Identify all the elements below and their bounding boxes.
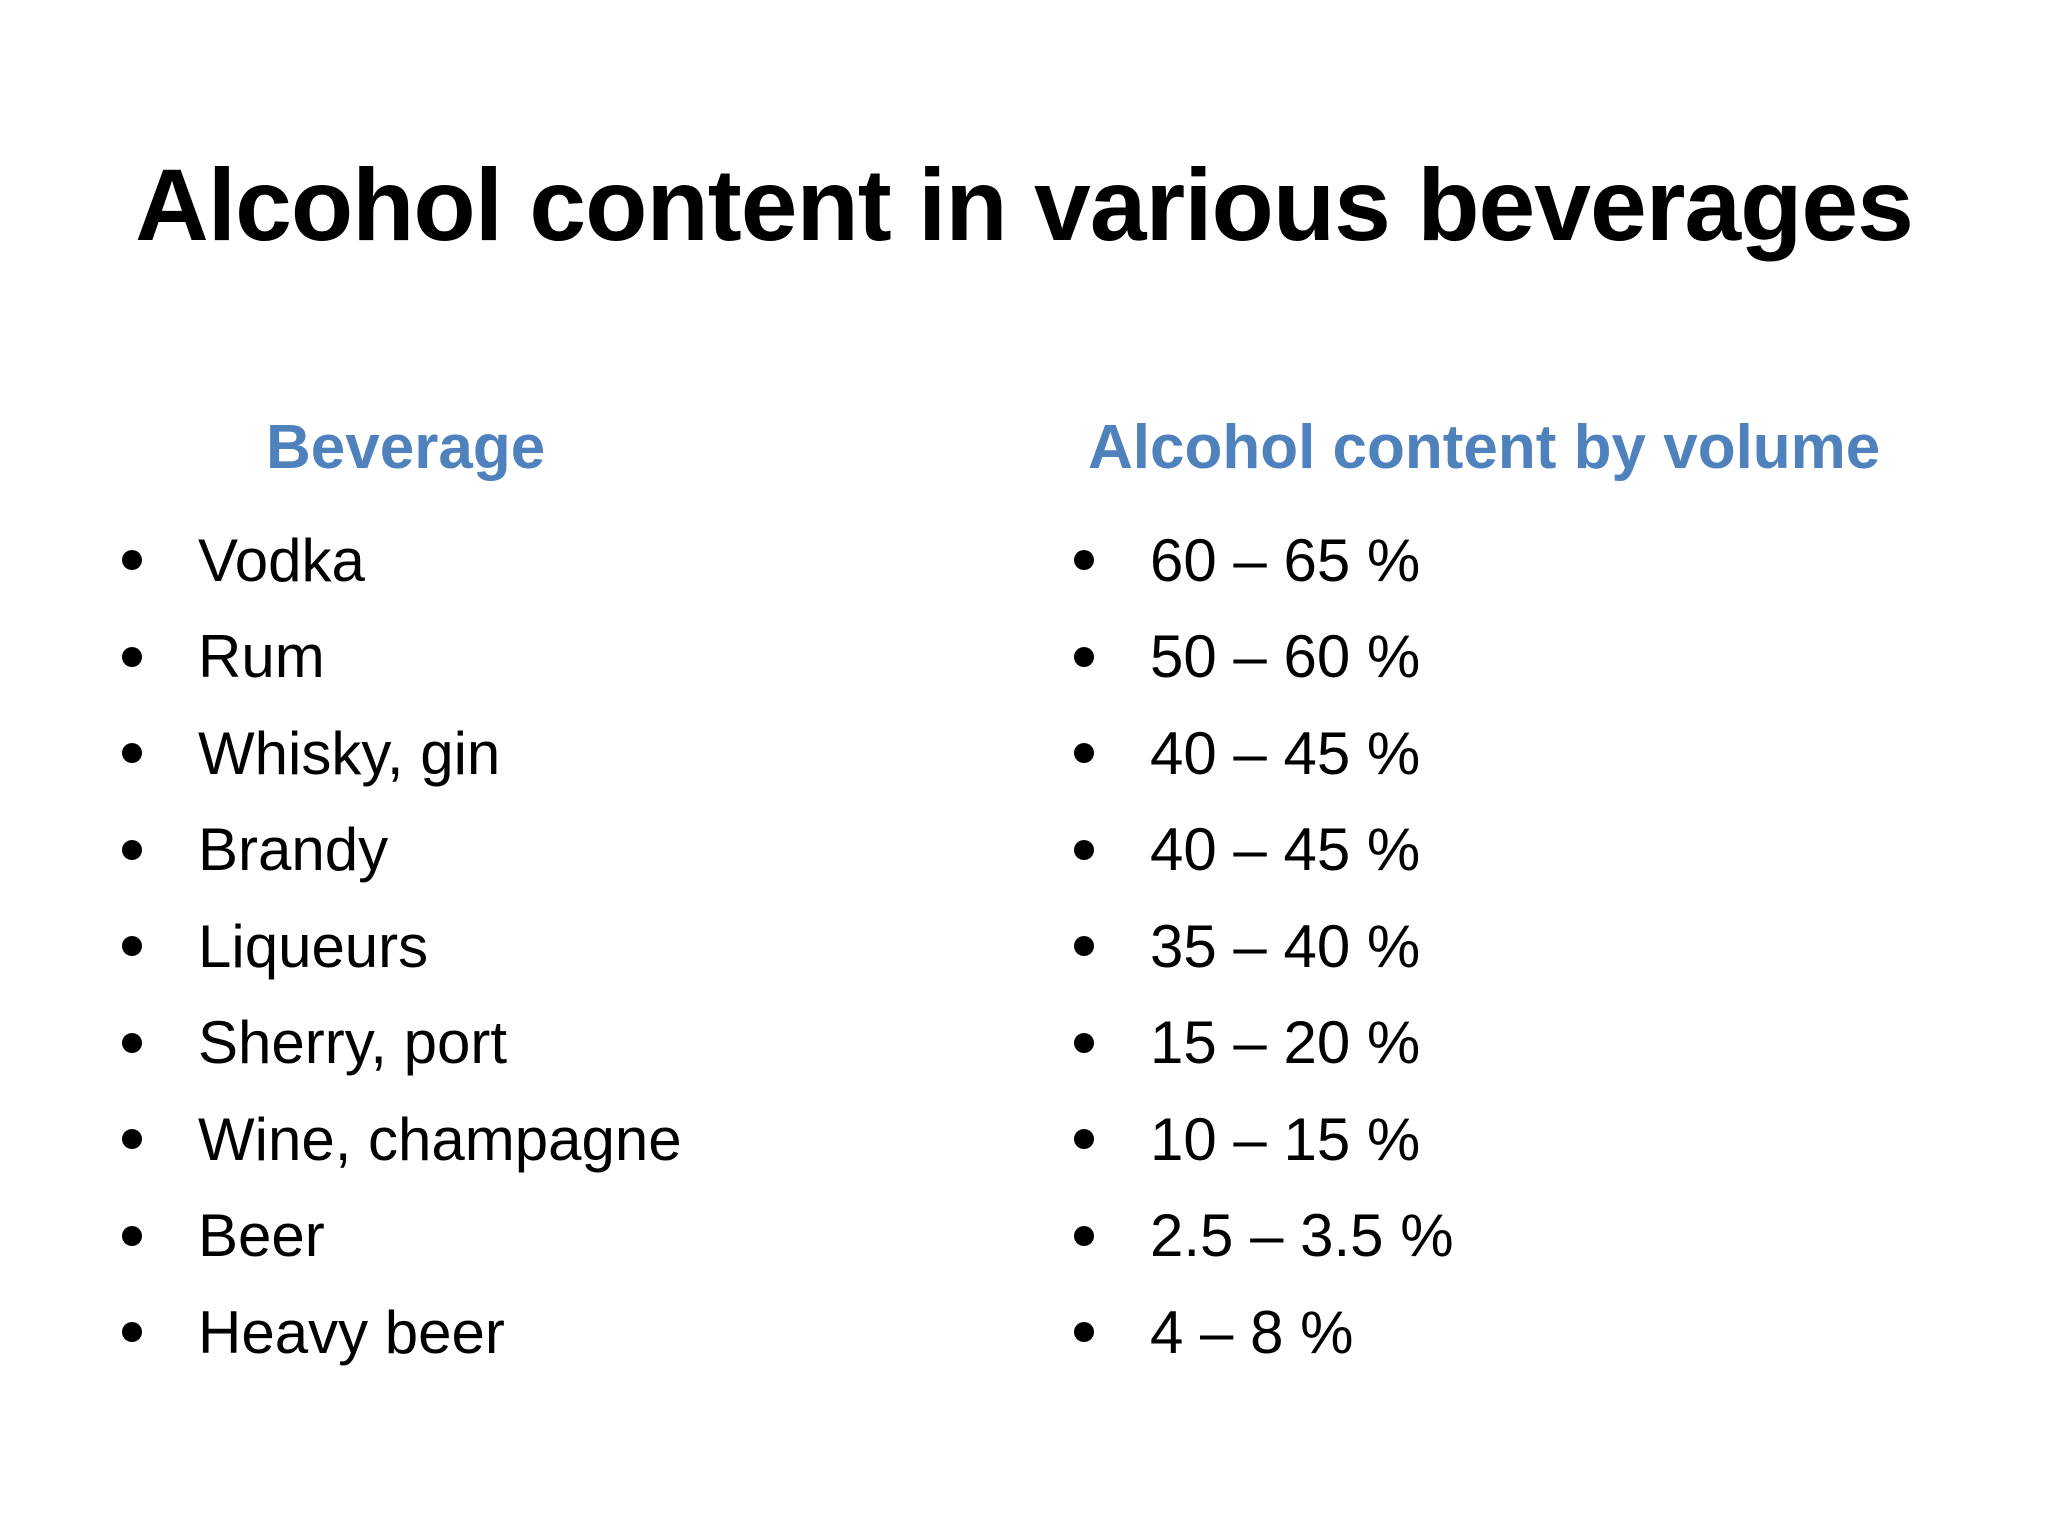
beverage-list-item: Rum [122,609,982,706]
beverage-name: Vodka [198,526,365,594]
beverage-list: Vodka Rum Whisky, gin Brandy Liqueurs Sh… [122,512,982,1381]
bullet-icon [122,1322,142,1343]
beverage-name: Sherry, port [198,1009,507,1077]
beverage-name: Liqueurs [198,912,429,980]
bullet-icon [1074,1225,1094,1246]
beverage-name: Rum [198,623,325,691]
alcohol-content-list-item: 50 – 60 % [1074,609,1974,706]
alcohol-range: 40 – 45 % [1150,719,1421,787]
alcohol-content-list: 60 – 65 % 50 – 60 % 40 – 45 % 40 – 45 % … [1074,512,1974,1381]
beverage-list-item: Wine, champagne [122,1091,982,1188]
alcohol-range: 40 – 45 % [1150,816,1421,884]
bullet-icon [1074,1129,1094,1150]
alcohol-content-list-item: 40 – 45 % [1074,802,1974,899]
beverage-list-item: Heavy beer [122,1284,982,1381]
beverage-name: Brandy [198,816,389,884]
alcohol-content-list-item: 40 – 45 % [1074,705,1974,802]
alcohol-content-list-item: 15 – 20 % [1074,995,1974,1092]
beverage-list-item: Brandy [122,802,982,899]
beverage-name: Whisky, gin [198,719,501,787]
bullet-icon [122,1225,142,1246]
bullet-icon [122,743,142,764]
alcohol-content-column-header: Alcohol content by volume [1088,413,1881,482]
bullet-icon [1074,1032,1094,1053]
alcohol-range: 4 – 8 % [1150,1298,1354,1366]
bullet-icon [1074,839,1094,860]
alcohol-content-list-item: 35 – 40 % [1074,898,1974,995]
alcohol-content-list-item: 2.5 – 3.5 % [1074,1188,1974,1285]
bullet-icon [1074,550,1094,571]
beverage-list-item: Sherry, port [122,995,982,1092]
slide-title: Alcohol content in various beverages [135,148,1914,262]
bullet-icon [1074,646,1094,667]
beverage-column-header: Beverage [266,413,546,482]
alcohol-range: 10 – 15 % [1150,1105,1421,1173]
bullet-icon [122,646,142,667]
bullet-icon [122,936,142,957]
alcohol-content-list-item: 60 – 65 % [1074,512,1974,609]
alcohol-range: 60 – 65 % [1150,526,1421,594]
beverage-list-item: Beer [122,1188,982,1285]
alcohol-range: 35 – 40 % [1150,912,1421,980]
bullet-icon [122,1129,142,1150]
beverage-list-item: Vodka [122,512,982,609]
beverage-name: Heavy beer [198,1298,505,1366]
bullet-icon [1074,743,1094,764]
alcohol-range: 2.5 – 3.5 % [1150,1202,1454,1270]
bullet-icon [1074,1322,1094,1343]
bullet-icon [1074,936,1094,957]
bullet-icon [122,839,142,860]
beverage-name: Wine, champagne [198,1105,682,1173]
alcohol-content-list-item: 10 – 15 % [1074,1091,1974,1188]
beverage-list-item: Liqueurs [122,898,982,995]
bullet-icon [122,550,142,571]
alcohol-range: 15 – 20 % [1150,1009,1421,1077]
alcohol-content-list-item: 4 – 8 % [1074,1284,1974,1381]
alcohol-range: 50 – 60 % [1150,623,1421,691]
beverage-list-item: Whisky, gin [122,705,982,802]
beverage-name: Beer [198,1202,325,1270]
bullet-icon [122,1032,142,1053]
